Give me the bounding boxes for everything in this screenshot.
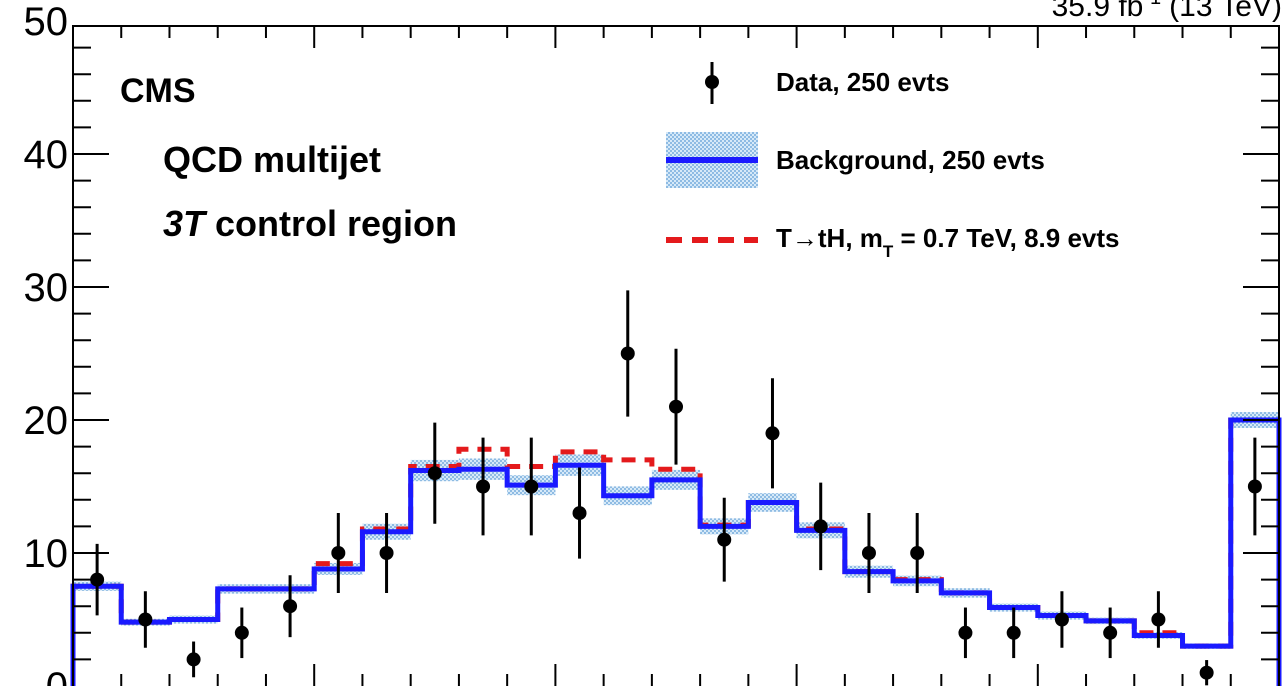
y-tick-label-10: 10: [24, 532, 69, 576]
data-point-8: [476, 437, 491, 536]
data-marker: [958, 625, 973, 640]
data-marker: [1054, 612, 1069, 627]
data-marker: [910, 546, 925, 560]
legend: Data, 250 evts Background, 250 evts T→tH…: [666, 62, 1120, 261]
data-point-1: [138, 591, 153, 648]
data-marker: [765, 426, 780, 441]
data-point-6: [379, 513, 394, 593]
data-marker: [1006, 625, 1021, 640]
data-marker: [138, 612, 153, 627]
data-point-24: [1247, 437, 1262, 536]
legend-signal-entry: T→tH, mT = 0.7 TeV, 8.9 evts: [666, 223, 1120, 261]
data-point-14: [765, 378, 780, 489]
data-point-9: [524, 437, 539, 536]
data-point-20: [1054, 591, 1069, 648]
data-point-5: [331, 513, 346, 593]
data-marker: [1199, 665, 1214, 680]
legend-data-entry: Data, 250 evts: [705, 62, 949, 104]
data-point-3: [234, 607, 249, 659]
data-marker: [90, 572, 105, 587]
y-tick-label-50: 50: [24, 0, 69, 44]
data-marker: [427, 466, 442, 481]
data-point-4: [283, 575, 298, 638]
y-tick-label-0: 0: [46, 665, 68, 686]
data-point-15: [813, 482, 828, 571]
plot-frame: [72, 25, 1280, 686]
data-marker: [717, 532, 732, 547]
data-point-13: [717, 497, 732, 582]
legend-background-entry: Background, 250 evts: [666, 132, 1045, 188]
data-marker: [476, 479, 491, 494]
data-point-19: [1006, 607, 1021, 659]
data-point-18: [958, 607, 973, 659]
data-marker: [234, 625, 249, 640]
legend-signal-label: T→tH, mT = 0.7 TeV, 8.9 evts: [776, 223, 1120, 261]
data-point-22: [1151, 591, 1166, 648]
background-step-line: [70, 417, 1282, 686]
cms-label: CMS: [120, 72, 196, 110]
data-point-17: [910, 513, 925, 593]
legend-data-label: Data, 250 evts: [776, 67, 949, 97]
y-tick-label-40: 40: [24, 133, 69, 177]
data-marker: [620, 346, 635, 361]
data-point-23: [1199, 660, 1214, 686]
data-marker: [186, 652, 201, 667]
lumi-label: 35.9 fb-1(13 TeV): [1052, 0, 1282, 23]
data-marker: [524, 479, 539, 494]
y-tick-labels: 0 10 20 30 40 50: [24, 0, 69, 686]
data-point-0: [90, 543, 105, 616]
region-line-2: 3T control region: [163, 203, 457, 244]
data-marker: [1103, 625, 1118, 640]
data-marker: [1151, 612, 1166, 627]
data-point-11: [620, 290, 635, 417]
y-tick-label-20: 20: [24, 399, 69, 443]
y-tick-label-30: 30: [24, 266, 69, 310]
background-histogram: [70, 417, 1282, 686]
data-point-16: [861, 513, 876, 593]
data-marker: [861, 546, 876, 560]
legend-background-label: Background, 250 evts: [776, 145, 1045, 175]
axis-ticks: [73, 26, 1279, 686]
data-point-12: [669, 348, 683, 465]
data-marker: [1247, 479, 1262, 494]
data-marker: [572, 506, 587, 521]
data-marker: [669, 399, 683, 414]
data-point-7: [427, 422, 442, 524]
data-marker: [283, 599, 298, 614]
data-marker: [379, 546, 394, 560]
data-point-21: [1103, 607, 1118, 659]
data-point-10: [572, 467, 587, 559]
data-point-2: [186, 641, 201, 678]
data-marker: [813, 519, 828, 534]
data-marker: [331, 546, 346, 560]
region-line-1: QCD multijet: [163, 139, 381, 180]
data-points: [90, 290, 1262, 686]
